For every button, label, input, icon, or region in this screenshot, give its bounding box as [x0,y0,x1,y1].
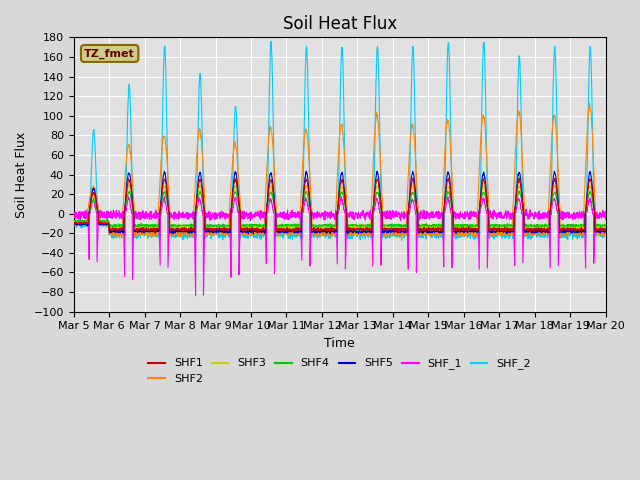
SHF3 [70,219,77,225]
SHF1 [602,227,609,232]
SHF_1 [219,210,227,216]
SHF_2 [218,231,226,237]
SHF5 [367,228,374,234]
SHF2 [218,228,226,233]
SHF2 [555,181,563,187]
Text: TZ_fmet: TZ_fmet [84,48,135,59]
SHF4 [367,223,374,229]
Line: SHF3: SHF3 [74,184,605,230]
SHF5 [70,221,77,227]
SHF2 [494,231,502,237]
SHF4 [495,223,502,229]
SHF2 [70,221,77,227]
SHF1 [494,228,502,233]
SHF_1 [192,293,200,299]
SHF4 [602,222,609,228]
SHF5 [556,208,563,214]
SHF5 [373,168,381,174]
SHF2 [177,235,184,240]
SHF2 [355,230,363,236]
SHF5 [344,231,351,237]
SHF_1 [161,193,168,199]
SHF_2 [355,232,363,238]
Y-axis label: Soil Heat Flux: Soil Heat Flux [15,132,28,217]
SHF4 [70,218,77,224]
Line: SHF2: SHF2 [74,104,605,238]
SHF4 [556,210,563,216]
Line: SHF4: SHF4 [74,191,605,227]
SHF3 [556,209,563,215]
SHF5 [602,228,609,234]
SHF1 [218,226,226,232]
SHF_1 [570,210,578,216]
X-axis label: Time: Time [324,337,355,350]
Legend: SHF1, SHF2, SHF3, SHF4, SHF5, SHF_1, SHF_2: SHF1, SHF2, SHF3, SHF4, SHF5, SHF_1, SHF… [144,354,536,388]
SHF_1 [355,213,363,218]
SHF_2 [570,228,578,233]
SHF_2 [398,238,406,243]
SHF1 [570,227,578,233]
SHF3 [355,225,363,230]
SHF3 [367,225,374,230]
SHF1 [70,220,77,226]
Line: SHF1: SHF1 [74,178,605,233]
SHF2 [586,101,593,107]
Line: SHF_1: SHF_1 [74,196,605,296]
SHF3 [218,224,226,230]
SHF2 [602,230,609,236]
SHF3 [433,227,440,233]
SHF_1 [367,213,374,219]
SHF1 [367,226,374,232]
SHF2 [367,228,374,234]
Line: SHF5: SHF5 [74,171,605,234]
SHF3 [125,181,133,187]
SHF_2 [602,229,609,235]
SHF5 [355,228,363,234]
SHF2 [570,230,577,236]
SHF5 [495,228,502,233]
SHF_1 [70,214,77,220]
Line: SHF_2: SHF_2 [74,41,605,240]
SHF_1 [495,210,502,216]
SHF4 [218,224,226,229]
SHF4 [161,188,169,194]
SHF1 [556,208,563,214]
Title: Soil Heat Flux: Soil Heat Flux [282,15,397,33]
SHF_2 [495,232,502,238]
SHF5 [218,228,226,234]
SHF_2 [556,227,563,233]
SHF3 [495,224,502,229]
SHF1 [395,230,403,236]
SHF1 [515,175,523,181]
SHF_1 [602,216,609,222]
SHF1 [355,226,363,232]
SHF_2 [267,38,275,44]
SHF3 [602,225,609,231]
SHF4 [355,222,363,228]
SHF_2 [367,228,374,234]
SHF_1 [556,230,563,236]
SHF4 [368,224,376,230]
SHF3 [570,224,578,230]
SHF5 [570,228,578,234]
SHF_2 [70,220,77,226]
SHF4 [570,223,578,228]
